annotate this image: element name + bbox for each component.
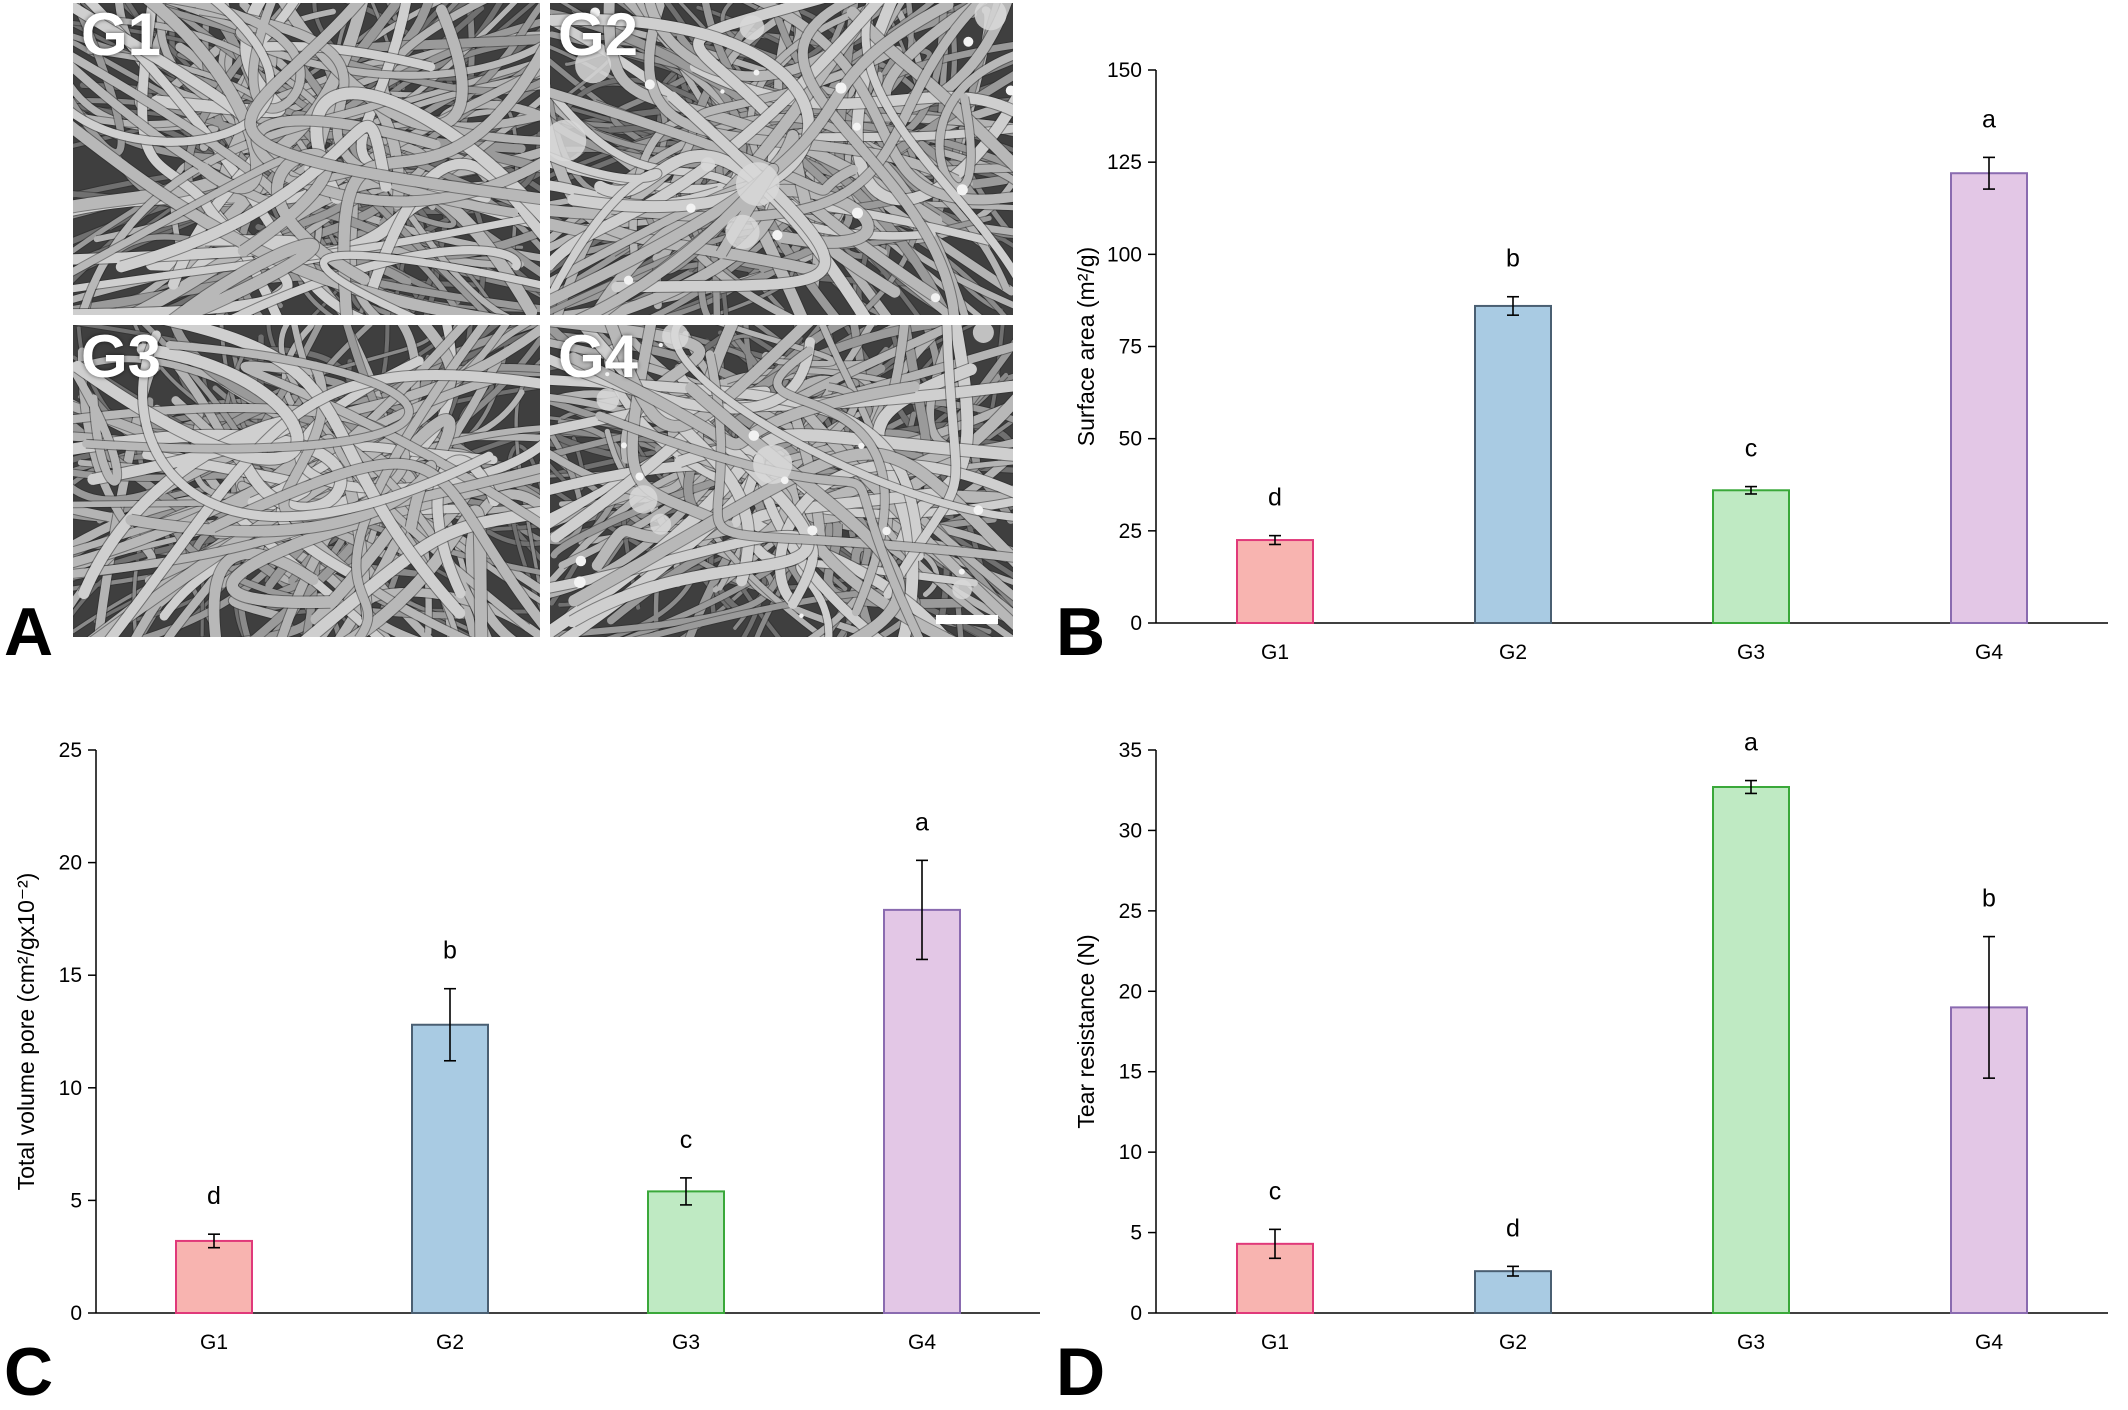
bar-g2 (411, 1023, 489, 1314)
significance-label: a (915, 808, 929, 836)
y-tick-label: 100 (1107, 243, 1142, 266)
y-tick-label: 75 (1119, 336, 1142, 359)
x-tick-label: G2 (1499, 1331, 1527, 1354)
bar-chart-svg: 0 5 10 15 20 25 Total volume pore (cm²/gx10⁻²)… (13, 739, 1040, 1354)
panel-letter-b: B (1056, 594, 1106, 670)
x-tick-label: G4 (908, 1331, 936, 1354)
bar-g2 (1474, 304, 1552, 624)
y-axis-label: Tear resistance (N) (1073, 934, 1099, 1128)
fiber-texture (73, 325, 540, 637)
significance-label: c (1269, 1177, 1282, 1205)
y-axis-label: Total volume pore (cm²/gx10⁻²) (13, 873, 39, 1191)
x-tick-label: G4 (1975, 1331, 2003, 1354)
y-tick-label: 15 (1119, 1061, 1142, 1084)
y-tick-label: 125 (1107, 151, 1142, 174)
x-tick-label: G4 (1975, 641, 2003, 664)
y-tick-label: 35 (1119, 739, 1142, 762)
micrograph-label: G2 (558, 3, 639, 68)
bar-g1 (1236, 539, 1314, 624)
significance-label: a (1744, 729, 1758, 757)
significance-label: b (1506, 245, 1520, 273)
micrograph-g4: G4 (550, 325, 1013, 637)
fiber-texture (550, 3, 1013, 315)
y-tick-label: 20 (59, 852, 82, 875)
bar-chart-svg: 0 5 10 15 20 25 30 35 Tear resistance (N) c G1 d G2 a… (1073, 729, 2108, 1354)
x-tick-label: G1 (1261, 1331, 1289, 1354)
significance-label: a (1982, 105, 1996, 133)
bar-g3 (1712, 785, 1790, 1315)
panel-letter-a: A (4, 594, 54, 670)
x-tick-label: G3 (672, 1331, 700, 1354)
significance-label: d (1506, 1214, 1520, 1242)
y-tick-label: 20 (1119, 980, 1142, 1003)
fiber-texture (73, 3, 540, 315)
micrograph-label: G1 (81, 3, 162, 68)
bar-g1 (175, 1239, 253, 1314)
micrograph-g1: G1 (73, 3, 540, 315)
y-tick-label: 5 (1130, 1222, 1142, 1245)
panel-letter-c: C (4, 1334, 54, 1410)
x-tick-label: G3 (1737, 641, 1765, 664)
x-tick-label: G2 (1499, 641, 1527, 664)
bar-g2 (1474, 1270, 1552, 1314)
y-tick-label: 10 (59, 1077, 82, 1100)
y-tick-label: 25 (1119, 520, 1142, 543)
chart-tear-resistance: 0 5 10 15 20 25 30 35 Tear resistance (N) c G1 d G2 a… (1060, 720, 2128, 1390)
y-tick-label: 0 (1130, 612, 1142, 635)
bar-g4 (883, 908, 961, 1314)
y-tick-label: 25 (59, 739, 82, 762)
y-tick-label: 150 (1107, 59, 1142, 82)
bar-chart-svg: 0 25 50 75 100 125 150 Surface area (m²/g) d G1 b G… (1073, 59, 2108, 664)
y-tick-label: 30 (1119, 819, 1142, 842)
y-tick-label: 5 (70, 1189, 82, 1212)
micrograph-g2: G2 (550, 3, 1013, 315)
significance-label: d (207, 1182, 221, 1210)
significance-label: b (443, 937, 457, 965)
y-tick-label: 15 (59, 964, 82, 987)
significance-label: c (1745, 435, 1758, 463)
scale-bar (936, 615, 998, 624)
micrograph-label: G4 (558, 325, 639, 390)
significance-label: c (680, 1126, 693, 1154)
y-tick-label: 50 (1119, 428, 1142, 451)
fiber-texture (550, 325, 1013, 637)
y-tick-label: 0 (70, 1302, 82, 1325)
y-tick-label: 25 (1119, 900, 1142, 923)
y-tick-label: 0 (1130, 1302, 1142, 1325)
x-tick-label: G2 (436, 1331, 464, 1354)
chart-surface-area: 0 25 50 75 100 125 150 Surface area (m²/g) d G1 b G… (1060, 40, 2128, 700)
x-tick-label: G1 (200, 1331, 228, 1354)
x-tick-label: G3 (1737, 1331, 1765, 1354)
y-axis-label: Surface area (m²/g) (1073, 247, 1099, 446)
chart-total-volume-pore: 0 5 10 15 20 25 Total volume pore (cm²/gx10⁻²)… (0, 720, 1060, 1390)
x-tick-label: G1 (1261, 641, 1289, 664)
bar-g3 (1712, 489, 1790, 624)
micrograph-label: G3 (81, 325, 162, 390)
significance-label: b (1982, 885, 1996, 913)
significance-label: d (1268, 484, 1282, 512)
bar-g4 (1950, 172, 2028, 625)
micrograph-g3: G3 (73, 325, 540, 637)
y-tick-label: 10 (1119, 1141, 1142, 1164)
bar-g3 (647, 1190, 725, 1314)
panel-letter-d: D (1056, 1334, 1106, 1410)
